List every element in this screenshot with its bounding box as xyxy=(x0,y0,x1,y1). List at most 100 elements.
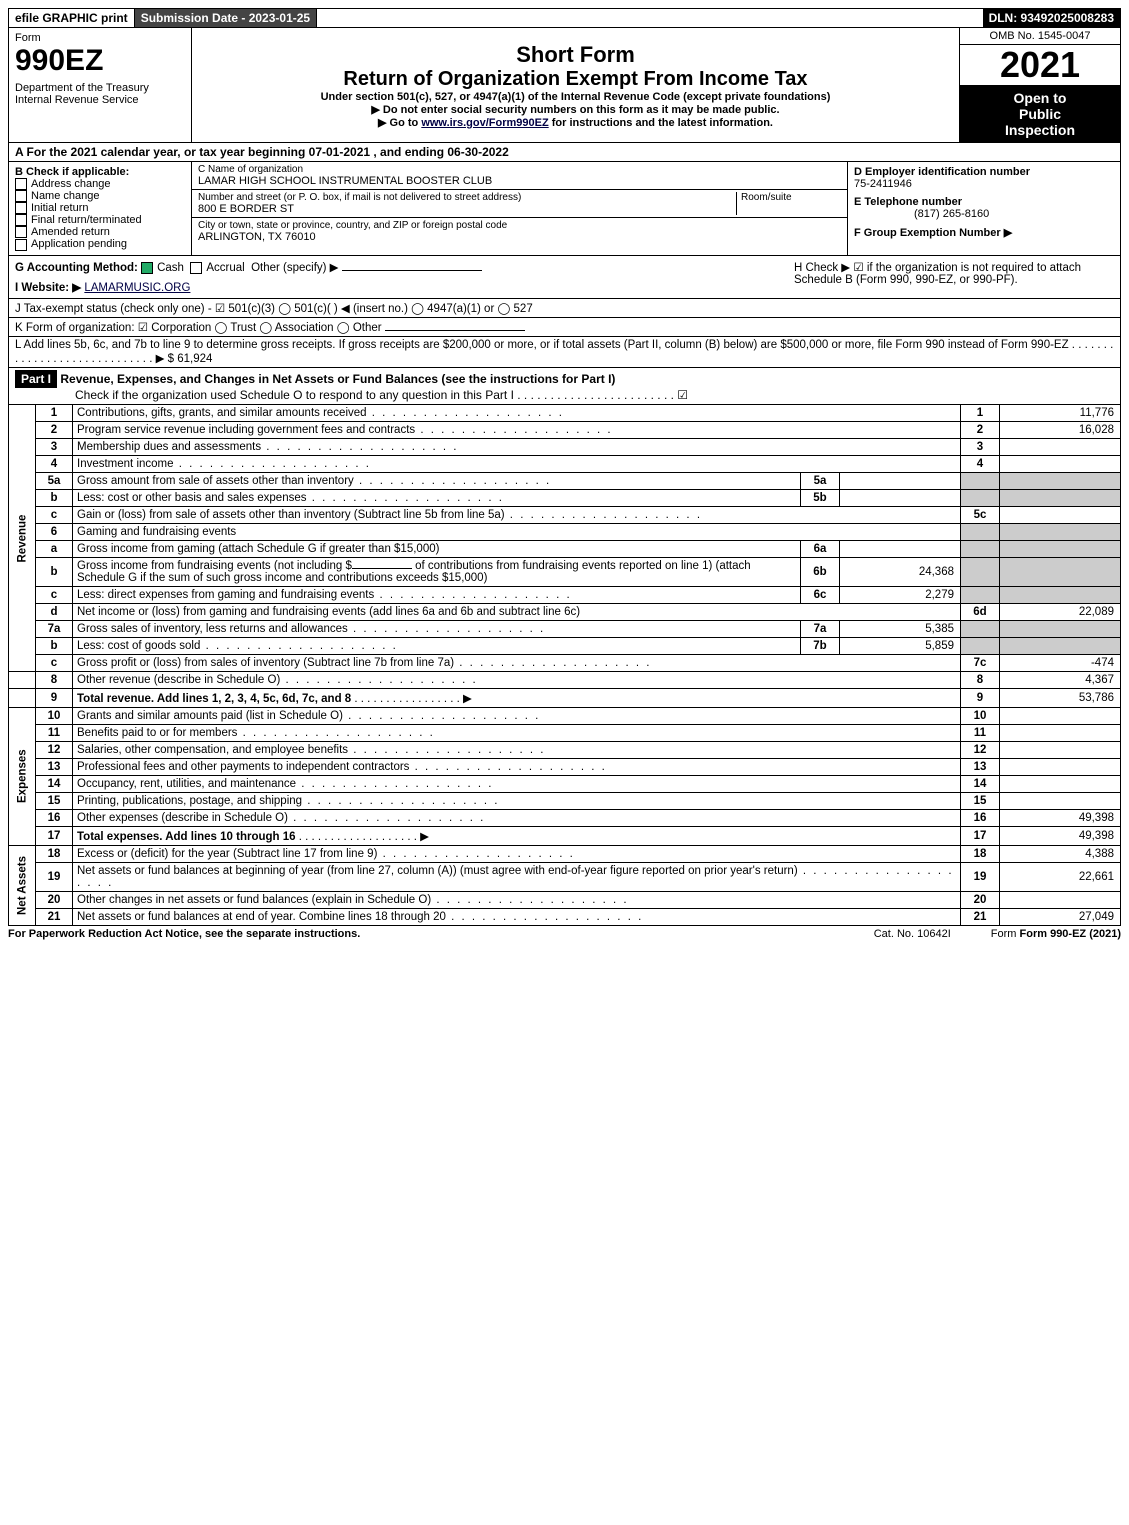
i-label: I Website: ▶ xyxy=(15,282,81,294)
l6b-grey xyxy=(961,557,1000,586)
lines-table: Revenue 1 Contributions, gifts, grants, … xyxy=(8,405,1121,926)
chk-address[interactable] xyxy=(15,178,27,190)
l7a-ma: 5,385 xyxy=(840,620,961,637)
l18-box: 18 xyxy=(961,845,1000,862)
goto-line: ▶ Go to www.irs.gov/Form990EZ for instru… xyxy=(198,116,953,129)
l19-desc: Net assets or fund balances at beginning… xyxy=(77,865,954,889)
g-cash: Cash xyxy=(157,262,184,274)
l5b-greyamt xyxy=(1000,489,1121,506)
b-address: Address change xyxy=(31,178,111,190)
chk-pending[interactable] xyxy=(15,239,27,251)
l14-box: 14 xyxy=(961,775,1000,792)
l5a-greyamt xyxy=(1000,472,1121,489)
l13-desc: Professional fees and other payments to … xyxy=(77,761,607,773)
l7a-mb: 7a xyxy=(801,620,840,637)
l21-amt: 27,049 xyxy=(1000,908,1121,925)
l2-box: 2 xyxy=(961,421,1000,438)
l14-amt xyxy=(1000,775,1121,792)
irs-link[interactable]: www.irs.gov/Form990EZ xyxy=(421,117,548,129)
l21-box: 21 xyxy=(961,908,1000,925)
l7b-mb: 7b xyxy=(801,637,840,654)
section-bcd: B Check if applicable: Address change Na… xyxy=(8,162,1121,256)
l5b-desc: Less: cost or other basis and sales expe… xyxy=(77,492,504,504)
l15-box: 15 xyxy=(961,792,1000,809)
col-b: B Check if applicable: Address change Na… xyxy=(9,162,192,255)
l19-box: 19 xyxy=(961,862,1000,891)
l13-box: 13 xyxy=(961,758,1000,775)
b-title: B Check if applicable: xyxy=(15,166,129,178)
chk-cash[interactable] xyxy=(141,262,153,274)
l7a-grey xyxy=(961,620,1000,637)
l17-num: 17 xyxy=(36,826,73,845)
l20-box: 20 xyxy=(961,891,1000,908)
l8-amt: 4,367 xyxy=(1000,671,1121,688)
l1-desc: Contributions, gifts, grants, and simila… xyxy=(77,407,564,419)
l7a-greyamt xyxy=(1000,620,1121,637)
website-link[interactable]: LAMARMUSIC.ORG xyxy=(84,282,190,294)
l10-num: 10 xyxy=(36,707,73,724)
l13-num: 13 xyxy=(36,758,73,775)
l5a-ma xyxy=(840,472,961,489)
l11-desc: Benefits paid to or for members xyxy=(77,727,435,739)
c-name-label: C Name of organization xyxy=(198,164,841,175)
chk-initial[interactable] xyxy=(15,202,27,214)
l7c-num: c xyxy=(36,654,73,671)
form-meta-block: OMB No. 1545-0047 2021 Open to Public In… xyxy=(959,28,1120,142)
l6-num: 6 xyxy=(36,523,73,540)
l4-box: 4 xyxy=(961,455,1000,472)
part-i-title: Revenue, Expenses, and Changes in Net As… xyxy=(60,372,615,386)
part-i-check: Check if the organization used Schedule … xyxy=(15,388,688,402)
l7b-ma: 5,859 xyxy=(840,637,961,654)
l6b-desc: Gross income from fundraising events (no… xyxy=(73,557,801,586)
g-other-blank[interactable] xyxy=(342,270,482,271)
chk-accrual[interactable] xyxy=(190,262,202,274)
city-value: ARLINGTON, TX 76010 xyxy=(198,231,841,243)
chk-final[interactable] xyxy=(15,214,27,226)
goto-post: for instructions and the latest informat… xyxy=(549,117,773,129)
line-a: A For the 2021 calendar year, or tax yea… xyxy=(8,143,1121,162)
ssn-warning: ▶ Do not enter social security numbers o… xyxy=(198,103,953,116)
l5c-num: c xyxy=(36,506,73,523)
l5c-amt xyxy=(1000,506,1121,523)
l9-box: 9 xyxy=(961,688,1000,707)
l17-amt: 49,398 xyxy=(1000,826,1121,845)
l5b-num: b xyxy=(36,489,73,506)
l7a-desc: Gross sales of inventory, less returns a… xyxy=(77,623,545,635)
form-title-block: Short Form Return of Organization Exempt… xyxy=(192,28,959,142)
l5b-ma xyxy=(840,489,961,506)
l6c-greyamt xyxy=(1000,586,1121,603)
l12-num: 12 xyxy=(36,741,73,758)
k-text: K Form of organization: ☑ Corporation ◯ … xyxy=(15,322,382,334)
l5a-desc: Gross amount from sale of assets other t… xyxy=(77,475,551,487)
l2-desc: Program service revenue including govern… xyxy=(77,424,613,436)
l18-amt: 4,388 xyxy=(1000,845,1121,862)
line-g: G Accounting Method: Cash Accrual Other … xyxy=(15,260,784,274)
ein-value: 75-2411946 xyxy=(854,178,912,190)
department-label: Department of the Treasury Internal Reve… xyxy=(15,82,185,106)
chk-name[interactable] xyxy=(15,190,27,202)
line-l: L Add lines 5b, 6c, and 7b to line 9 to … xyxy=(8,337,1121,368)
l15-amt xyxy=(1000,792,1121,809)
street-label: Number and street (or P. O. box, if mail… xyxy=(198,192,736,203)
l3-amt xyxy=(1000,438,1121,455)
l4-amt xyxy=(1000,455,1121,472)
chk-amended[interactable] xyxy=(15,226,27,238)
part-i-bar: Part I xyxy=(15,370,57,388)
l19-num: 19 xyxy=(36,862,73,891)
l6a-grey xyxy=(961,540,1000,557)
l4-desc: Investment income xyxy=(77,458,371,470)
return-title: Return of Organization Exempt From Incom… xyxy=(198,68,953,91)
form-number: 990EZ xyxy=(15,44,185,78)
l6b-blank[interactable] xyxy=(352,568,412,569)
l12-desc: Salaries, other compensation, and employ… xyxy=(77,744,545,756)
l7c-box: 7c xyxy=(961,654,1000,671)
rev-spacer xyxy=(9,671,36,688)
col-d: D Employer identification number75-24119… xyxy=(848,162,1120,255)
k-other-blank[interactable] xyxy=(385,330,525,331)
l17-desc: Total expenses. Add lines 10 through 16 xyxy=(77,831,296,843)
l14-num: 14 xyxy=(36,775,73,792)
l12-box: 12 xyxy=(961,741,1000,758)
l16-desc: Other expenses (describe in Schedule O) xyxy=(77,812,485,824)
l19-amt: 22,661 xyxy=(1000,862,1121,891)
org-name: LAMAR HIGH SCHOOL INSTRUMENTAL BOOSTER C… xyxy=(198,175,841,187)
